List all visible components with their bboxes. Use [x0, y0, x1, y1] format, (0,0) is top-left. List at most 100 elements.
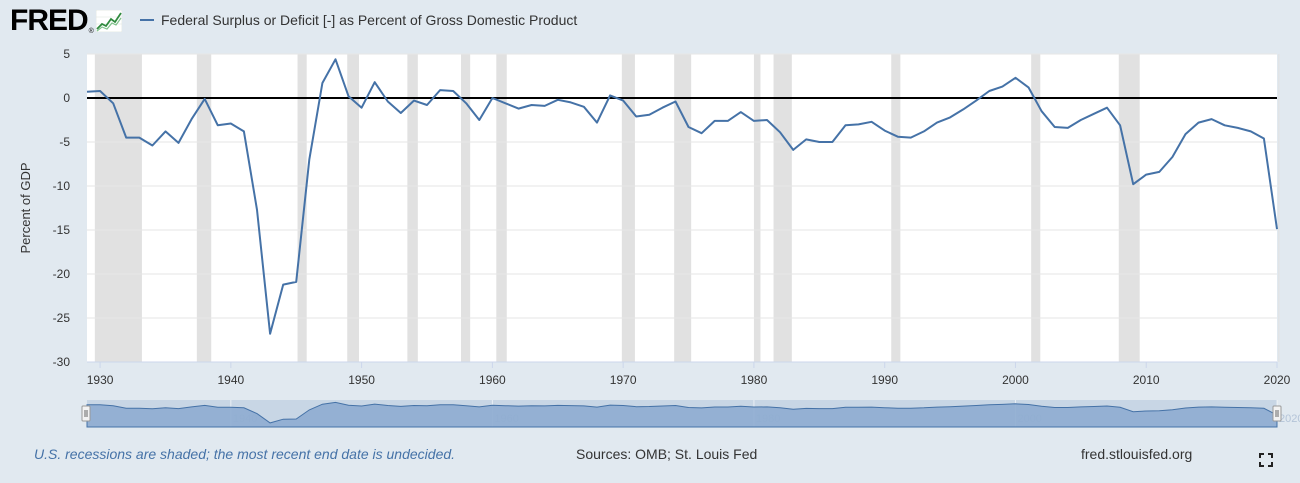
data-point[interactable] — [489, 95, 495, 101]
data-point[interactable] — [84, 89, 90, 95]
data-point[interactable] — [332, 56, 338, 62]
data-point[interactable] — [777, 129, 783, 135]
navigator-left-handle[interactable] — [81, 405, 91, 422]
data-point[interactable] — [424, 102, 430, 108]
data-point[interactable] — [293, 279, 299, 285]
data-point[interactable] — [1052, 124, 1058, 130]
data-point[interactable] — [1209, 116, 1215, 122]
data-point[interactable] — [751, 118, 757, 124]
data-point[interactable] — [607, 92, 613, 98]
data-point[interactable] — [1012, 75, 1018, 81]
data-point[interactable] — [215, 122, 221, 128]
data-point[interactable] — [319, 80, 325, 86]
data-point[interactable] — [816, 139, 822, 145]
data-point[interactable] — [241, 128, 247, 134]
data-point[interactable] — [856, 121, 862, 127]
data-point[interactable] — [1248, 128, 1254, 134]
data-point[interactable] — [385, 99, 391, 105]
data-point[interactable] — [1169, 154, 1175, 160]
data-point[interactable] — [999, 84, 1005, 90]
data-point[interactable] — [280, 282, 286, 288]
data-point[interactable] — [411, 98, 417, 104]
data-point[interactable] — [450, 88, 456, 94]
data-point[interactable] — [372, 79, 378, 85]
data-point[interactable] — [738, 109, 744, 115]
data-point[interactable] — [1156, 169, 1162, 175]
data-point[interactable] — [1222, 122, 1228, 128]
data-point[interactable] — [136, 135, 142, 141]
data-point[interactable] — [149, 143, 155, 149]
data-point[interactable] — [1078, 117, 1084, 123]
data-point[interactable] — [712, 118, 718, 124]
data-point[interactable] — [764, 117, 770, 123]
data-point[interactable] — [542, 103, 548, 109]
data-point[interactable] — [1117, 122, 1123, 128]
data-point[interactable] — [306, 157, 312, 163]
data-point[interactable] — [803, 136, 809, 142]
site-link[interactable]: fred.stlouisfed.org — [1081, 446, 1193, 462]
data-point[interactable] — [476, 117, 482, 123]
data-point[interactable] — [633, 113, 639, 119]
data-point[interactable] — [829, 139, 835, 145]
data-point[interactable] — [960, 106, 966, 112]
data-point[interactable] — [699, 130, 705, 136]
series-line[interactable] — [86, 58, 1278, 335]
data-point[interactable] — [398, 110, 404, 116]
data-point[interactable] — [1091, 111, 1097, 117]
data-point[interactable] — [162, 128, 168, 134]
fred-logo[interactable]: FRED ® — [10, 6, 122, 36]
data-point[interactable] — [790, 147, 796, 153]
data-point[interactable] — [908, 135, 914, 141]
data-point[interactable] — [254, 207, 260, 213]
data-point[interactable] — [202, 96, 208, 102]
data-point[interactable] — [1104, 105, 1110, 111]
data-point[interactable] — [1026, 84, 1032, 90]
time-navigator[interactable]: 19401960198020002020 — [81, 400, 1300, 428]
data-point[interactable] — [437, 87, 443, 93]
data-point[interactable] — [842, 122, 848, 128]
data-point[interactable] — [686, 124, 692, 130]
data-point[interactable] — [1143, 172, 1149, 178]
data-point[interactable] — [1065, 125, 1071, 131]
data-point[interactable] — [947, 114, 953, 120]
data-point[interactable] — [123, 135, 129, 141]
data-point[interactable] — [555, 97, 561, 103]
fullscreen-icon[interactable] — [1259, 453, 1273, 467]
data-point[interactable] — [1261, 135, 1267, 141]
data-point[interactable] — [986, 88, 992, 94]
data-point[interactable] — [463, 100, 469, 106]
data-point[interactable] — [973, 98, 979, 104]
data-point[interactable] — [228, 121, 234, 127]
data-point[interactable] — [895, 134, 901, 140]
data-point[interactable] — [516, 106, 522, 112]
data-point[interactable] — [921, 128, 927, 134]
data-point[interactable] — [1182, 131, 1188, 137]
data-point[interactable] — [97, 88, 103, 94]
data-point[interactable] — [346, 93, 352, 99]
data-point[interactable] — [725, 118, 731, 124]
data-point[interactable] — [359, 105, 365, 111]
data-point[interactable] — [672, 99, 678, 105]
data-point[interactable] — [581, 104, 587, 110]
data-point[interactable] — [1196, 120, 1202, 126]
data-point[interactable] — [659, 105, 665, 111]
data-point[interactable] — [529, 102, 535, 108]
data-point[interactable] — [882, 128, 888, 134]
data-point[interactable] — [1039, 108, 1045, 114]
data-point[interactable] — [869, 119, 875, 125]
data-point[interactable] — [267, 331, 273, 337]
data-point[interactable] — [189, 116, 195, 122]
chart-legend[interactable]: Federal Surplus or Deficit [-] as Percen… — [140, 12, 577, 28]
navigator-right-handle[interactable] — [1272, 405, 1282, 422]
data-point[interactable] — [1130, 181, 1136, 187]
data-point[interactable] — [594, 120, 600, 126]
data-point[interactable] — [568, 99, 574, 105]
data-point[interactable] — [620, 98, 626, 104]
data-point[interactable] — [176, 140, 182, 146]
series-group[interactable] — [84, 56, 1280, 337]
data-point[interactable] — [1274, 226, 1280, 232]
data-point[interactable] — [934, 120, 940, 126]
data-point[interactable] — [1235, 125, 1241, 131]
data-point[interactable] — [110, 100, 116, 106]
data-point[interactable] — [502, 100, 508, 106]
